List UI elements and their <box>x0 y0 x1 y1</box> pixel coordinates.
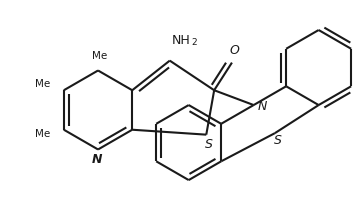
Text: Me: Me <box>35 79 50 89</box>
Text: N: N <box>92 153 102 166</box>
Text: N: N <box>258 100 267 113</box>
Text: 2: 2 <box>191 38 197 47</box>
Text: S: S <box>205 138 213 151</box>
Text: Me: Me <box>35 129 50 139</box>
Text: NH: NH <box>172 34 191 47</box>
Text: Me: Me <box>92 51 108 61</box>
Text: S: S <box>274 134 282 147</box>
Text: O: O <box>230 44 240 57</box>
